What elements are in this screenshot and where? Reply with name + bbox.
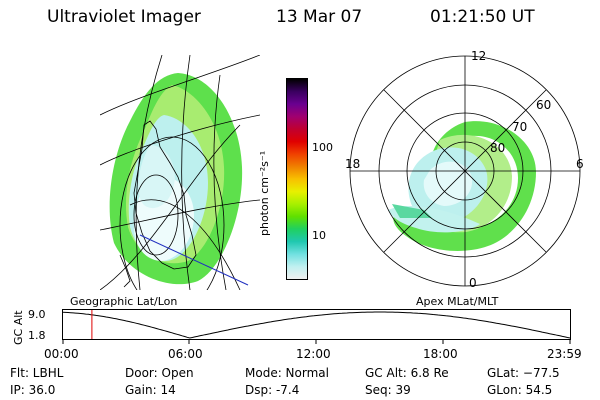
timeline-xtick-1800: 18:00	[423, 347, 458, 361]
colorbar	[286, 78, 308, 280]
mlt-label-18: 18	[345, 157, 360, 171]
right-panel-label: Apex MLat/MLT	[416, 295, 499, 308]
mode-readout: Mode: Normal	[245, 366, 329, 380]
colorbar-tick-100: 100	[312, 141, 333, 154]
seq-readout: Seq: 39	[365, 383, 411, 397]
gc-alt-readout: GC Alt: 6.8 Re	[365, 366, 449, 380]
glon-readout: GLon: 54.5	[487, 383, 553, 397]
mlt-label-0: 0	[469, 276, 477, 290]
door-readout: Door: Open	[125, 366, 194, 380]
timeline-ytick-top: 9.0	[28, 308, 46, 321]
colorbar-tick-10: 10	[312, 229, 326, 242]
filter-readout: Flt: LBHL	[10, 366, 64, 380]
lat-label-60: 60	[536, 98, 551, 112]
timeline-xtick-1200: 12:00	[296, 347, 331, 361]
lat-label-70: 70	[512, 120, 527, 134]
timeline-ylabel: GC Alt	[12, 310, 25, 345]
glat-readout: GLat: −77.5	[487, 366, 560, 380]
observation-time: 01:21:50 UT	[430, 7, 535, 27]
polar-mlt-plot: 12 18 6 0 60 70 80	[345, 50, 584, 290]
altitude-timeline-plot	[62, 309, 571, 344]
dsp-readout: Dsp: -7.4	[245, 383, 300, 397]
ip-readout: IP: 36.0	[10, 383, 56, 397]
mlt-label-12: 12	[471, 50, 486, 63]
timeline-xtick-2359: 23:59	[547, 347, 582, 361]
instrument-title: Ultraviolet Imager	[47, 7, 201, 27]
observation-date: 13 Mar 07	[276, 7, 363, 27]
gain-readout: Gain: 14	[125, 383, 176, 397]
timeline-xtick-0000: 00:00	[44, 347, 79, 361]
colorbar-label: photon cm⁻²s⁻¹	[258, 150, 271, 236]
timeline-ytick-bottom: 1.8	[28, 329, 46, 342]
timeline-xtick-0600: 06:00	[168, 347, 203, 361]
left-panel-label: Geographic Lat/Lon	[70, 295, 178, 308]
lat-label-80: 80	[490, 141, 505, 155]
geographic-auroral-image	[100, 55, 260, 290]
mlt-label-6: 6	[576, 157, 584, 171]
